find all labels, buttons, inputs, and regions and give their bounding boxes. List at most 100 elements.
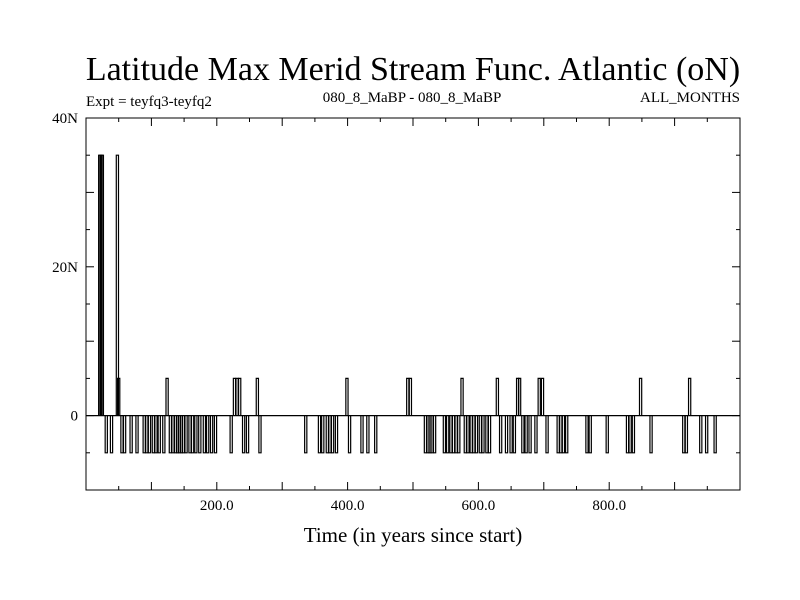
data-spike <box>545 415 549 454</box>
data-spike <box>171 415 175 454</box>
data-spike <box>713 415 717 454</box>
data-spike <box>521 415 525 454</box>
data-spike <box>115 154 120 416</box>
y-tick-label: 40N <box>52 111 78 127</box>
data-spike <box>145 415 149 454</box>
data-spike <box>213 415 218 454</box>
y-tick-label: 20N <box>52 260 78 276</box>
data-spike <box>498 415 503 454</box>
data-spike <box>209 415 214 454</box>
data-spike <box>687 377 692 416</box>
chart-title: Latitude Max Merid Stream Func. Atlantic… <box>86 51 740 88</box>
x-axis-label: Time (in years since start) <box>304 523 523 547</box>
x-tick-label: 200.0 <box>200 498 234 514</box>
data-spike <box>495 377 500 416</box>
data-spike <box>235 377 239 416</box>
data-spike <box>374 415 378 454</box>
data-spike <box>162 415 166 454</box>
experiment-label: Expt = teyfq3-teyfq2 <box>86 94 212 110</box>
data-spike <box>157 415 161 454</box>
data-spike <box>100 154 105 416</box>
data-spike <box>109 415 114 454</box>
data-spike <box>181 415 186 454</box>
data-spike <box>120 415 124 454</box>
data-spike <box>487 415 492 454</box>
data-spike <box>237 377 242 416</box>
data-spike <box>631 415 636 454</box>
data-spike <box>512 415 517 454</box>
data-spike <box>135 415 139 454</box>
data-spike <box>122 415 127 454</box>
y-tick-label: 0 <box>71 409 79 425</box>
data-spike <box>321 415 325 454</box>
data-spike <box>463 415 468 454</box>
data-spike <box>151 415 156 454</box>
data-spike <box>154 415 158 454</box>
data-spike <box>485 415 489 454</box>
data-spike <box>442 415 447 454</box>
data-spike <box>564 415 569 454</box>
data-spike <box>142 415 146 454</box>
data-spike <box>184 415 188 454</box>
data-spike <box>704 415 709 454</box>
data-spike <box>205 415 210 454</box>
data-spike <box>147 415 152 454</box>
data-spike <box>104 415 108 454</box>
data-spike <box>190 415 195 454</box>
data-spike <box>457 415 461 454</box>
data-spike <box>168 415 173 454</box>
data-spike <box>194 415 198 454</box>
data-spike <box>406 377 410 416</box>
data-spike <box>258 415 262 454</box>
data-spike <box>684 415 689 454</box>
data-spike <box>430 415 434 454</box>
x-tick-label: 400.0 <box>331 498 365 514</box>
data-spike <box>605 415 609 454</box>
x-tick-label: 800.0 <box>592 498 626 514</box>
data-spike <box>509 415 513 454</box>
data-spike <box>699 415 703 454</box>
data-spike <box>198 415 202 454</box>
data-spike <box>481 415 485 454</box>
data-spike <box>317 415 322 454</box>
data-spike <box>454 415 458 454</box>
data-spike <box>472 415 476 454</box>
data-spike <box>347 415 352 454</box>
data-spike <box>334 415 339 454</box>
data-spike <box>304 415 308 454</box>
data-spike <box>241 415 246 454</box>
data-spike <box>466 415 470 454</box>
data-spike <box>255 377 260 416</box>
data-spike <box>460 377 464 416</box>
data-spike <box>451 415 456 454</box>
data-spike <box>556 415 560 454</box>
data-spike <box>449 415 453 454</box>
data-spike <box>625 415 630 454</box>
data-spike <box>328 415 332 454</box>
data-spike <box>540 377 545 416</box>
x-tick-label: 600.0 <box>462 498 496 514</box>
data-spike <box>534 415 538 454</box>
data-spike <box>445 415 450 454</box>
data-spike <box>682 415 686 454</box>
data-spike <box>366 415 370 454</box>
data-spike <box>559 415 563 454</box>
data-spike <box>469 415 473 454</box>
data-spike <box>325 415 330 454</box>
data-spike <box>628 415 632 454</box>
data-spike <box>360 415 364 454</box>
data-spike <box>528 415 532 454</box>
data-spike <box>229 415 233 454</box>
data-spike <box>129 415 133 454</box>
data-spike <box>474 415 479 454</box>
data-spike <box>517 377 522 416</box>
data-spike <box>245 415 250 454</box>
data-spike <box>638 377 643 416</box>
data-spike <box>537 377 541 416</box>
data-spike <box>588 415 592 454</box>
data-spike <box>117 377 121 416</box>
period-label: 080_8_MaBP - 080_8_MaBP <box>323 90 502 106</box>
data-spike <box>504 415 509 454</box>
season-label: ALL_MONTHS <box>640 90 740 106</box>
data-spike <box>408 377 413 416</box>
